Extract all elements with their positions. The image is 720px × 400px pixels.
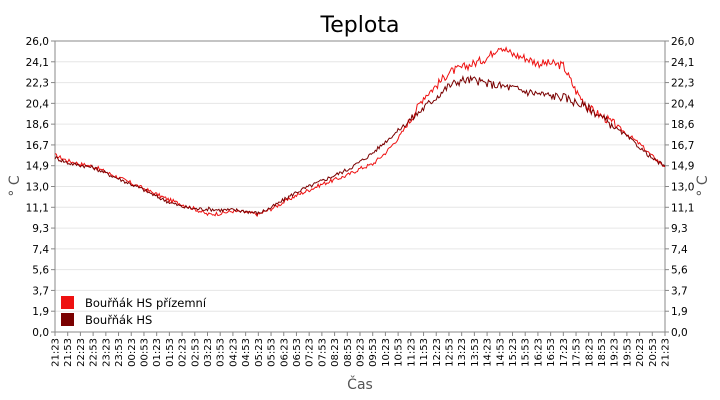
y-tick-label: 26,0: [26, 36, 49, 48]
x-tick-label: 16:53: [546, 338, 557, 367]
grid: [55, 61, 665, 312]
x-tick-label: 04:53: [241, 338, 252, 367]
x-tick-label: 02:53: [190, 338, 201, 367]
legend: Bouřňák HS přízemní Bouřňák HS: [61, 296, 207, 327]
x-tick-label: 05:23: [254, 338, 265, 367]
x-tick-label: 14:23: [483, 338, 494, 367]
x-tick-label: 23:53: [114, 338, 125, 367]
y-tick-label: 24,1: [26, 57, 49, 69]
y-tick-label-right: 7,4: [671, 244, 688, 256]
y-tick-label-right: 1,9: [671, 306, 688, 318]
x-tick-label: 01:53: [165, 338, 176, 367]
y-axis-right: 0,0 1,9 3,7 5,6 7,4 9,3 11,1 13,0 14,9 16,7 18,6 20…: [665, 36, 695, 339]
x-tick-label: 06:53: [292, 338, 303, 367]
legend-swatch-series-0: [61, 296, 74, 309]
x-tick-label: 07:53: [317, 338, 328, 367]
x-tick-label: 22:23: [76, 338, 87, 367]
y-tick-label: 5,6: [32, 265, 49, 277]
x-tick-label: 00:23: [127, 338, 138, 367]
x-tick-label: 23:23: [101, 338, 112, 367]
x-tick-label: 21:53: [63, 338, 74, 367]
x-tick-label: 10:53: [394, 338, 405, 367]
x-tick-label: 20:23: [635, 338, 646, 367]
x-tick-label: 08:23: [330, 338, 341, 367]
x-tick-label: 03:53: [216, 338, 227, 367]
x-tick-label: 20:53: [648, 338, 659, 367]
x-tick-label: 04:23: [228, 338, 239, 367]
y-tick-label: 7,4: [32, 244, 49, 256]
y-tick-label: 9,3: [32, 223, 49, 235]
x-tick-label: 05:53: [267, 338, 278, 367]
y-tick-label: 0,0: [32, 327, 49, 339]
y-tick-label: 13,0: [26, 182, 49, 194]
x-tick-label: 01:23: [152, 338, 163, 367]
x-tick-label: 21:23: [661, 338, 672, 367]
y-tick-label: 3,7: [32, 285, 49, 297]
y-axis-label-left: ° C: [7, 175, 23, 196]
x-tick-label: 19:53: [622, 338, 633, 367]
y-tick-label-right: 11,1: [671, 202, 694, 214]
y-tick-label: 18,6: [26, 119, 50, 131]
x-tick-label: 15:23: [508, 338, 519, 367]
x-tick-label: 12:23: [432, 338, 443, 367]
series-line-0: [54, 46, 666, 218]
x-tick-label: 06:23: [279, 338, 290, 367]
x-tick-label: 07:23: [305, 338, 316, 367]
x-tick-label: 17:53: [572, 338, 583, 367]
x-tick-label: 16:23: [533, 338, 544, 367]
x-tick-label: 14:53: [495, 338, 506, 367]
x-tick-label: 15:53: [521, 338, 532, 367]
x-tick-label: 18:53: [597, 338, 608, 367]
x-tick-label: 03:23: [203, 338, 214, 367]
chart-title: Teplota: [320, 13, 400, 38]
y-tick-label-right: 5,6: [671, 265, 688, 277]
y-tick-label-right: 16,7: [671, 140, 694, 152]
y-tick-label-right: 18,6: [671, 119, 695, 131]
series-lines: [54, 46, 666, 218]
y-tick-label-right: 26,0: [671, 36, 694, 48]
y-tick-label-right: 20,4: [671, 98, 695, 110]
y-tick-label-right: 0,0: [671, 327, 688, 339]
x-tick-label: 12:53: [444, 338, 455, 367]
x-tick-label: 21:23: [51, 338, 62, 367]
y-tick-label-right: 13,0: [671, 182, 694, 194]
y-axis-left: 0,0 1,9 3,7 5,6 7,4 9,3 11,1 13,0 14,9 16,7 18,6 20…: [26, 36, 55, 339]
legend-label-series-1: Bouřňák HS: [85, 313, 152, 327]
x-tick-label: 22:53: [89, 338, 100, 367]
series-line-1: [54, 74, 666, 216]
x-axis-label: Čas: [347, 375, 373, 393]
y-tick-label: 11,1: [26, 202, 49, 214]
x-tick-label: 11:53: [419, 338, 430, 367]
x-tick-label: 19:23: [610, 338, 621, 367]
y-tick-label: 16,7: [26, 140, 49, 152]
y-tick-label-right: 22,3: [671, 78, 694, 90]
legend-swatch-series-1: [61, 313, 74, 326]
x-tick-label: 13:23: [457, 338, 468, 367]
x-tick-label: 18:23: [584, 338, 595, 367]
x-tick-label: 09:23: [356, 338, 367, 367]
y-tick-label-right: 14,9: [671, 161, 694, 173]
x-tick-label: 17:23: [559, 338, 570, 367]
x-axis: 21:23 21:53 22:23 22:53 23:23 23:53 00:23 00:53…: [51, 332, 672, 367]
x-tick-label: 08:53: [343, 338, 354, 367]
x-tick-label: 11:23: [406, 338, 417, 367]
x-tick-label: 13:53: [470, 338, 481, 367]
legend-label-series-0: Bouřňák HS přízemní: [85, 296, 207, 310]
y-tick-label: 20,4: [26, 98, 50, 110]
x-tick-label: 00:53: [139, 338, 150, 367]
y-tick-label: 14,9: [26, 161, 49, 173]
x-tick-label: 02:23: [178, 338, 189, 367]
y-axis-label-right: ° C: [695, 175, 711, 196]
x-tick-label: 10:23: [381, 338, 392, 367]
y-tick-label-right: 24,1: [671, 57, 694, 69]
y-tick-label-right: 3,7: [671, 285, 688, 297]
y-tick-label: 1,9: [32, 306, 49, 318]
x-tick-label: 09:53: [368, 338, 379, 367]
y-tick-label: 22,3: [26, 78, 49, 90]
y-tick-label-right: 9,3: [671, 223, 688, 235]
